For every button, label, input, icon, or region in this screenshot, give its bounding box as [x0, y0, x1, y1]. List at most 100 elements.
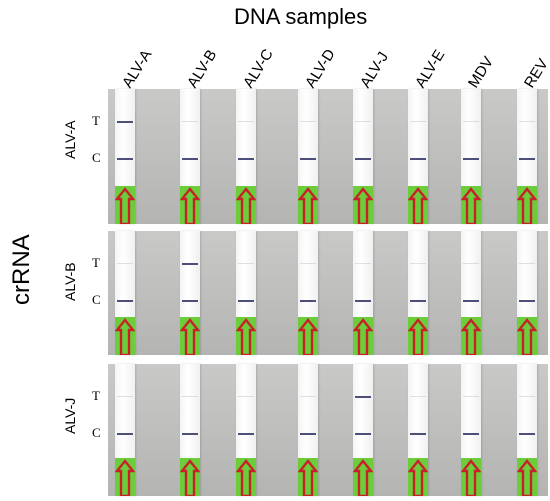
test-band-faint — [519, 263, 535, 264]
test-band-faint — [300, 263, 316, 264]
sample-pad — [353, 458, 373, 496]
test-line-label: T — [92, 113, 100, 128]
panel-alv-b — [108, 231, 548, 355]
arrow-up-icon — [461, 318, 481, 355]
control-band — [519, 158, 535, 160]
test-strip-alv-a — [115, 89, 135, 224]
row-label-alv-j: ALV-J — [62, 397, 78, 434]
column-label-alv-j: ALV-J — [357, 49, 393, 92]
control-band — [410, 300, 426, 302]
sample-pad — [517, 317, 537, 355]
test-band-faint — [410, 396, 426, 397]
arrow-up-icon — [408, 187, 428, 224]
column-label-rev: REV — [521, 55, 550, 92]
control-band — [238, 300, 254, 302]
control-band — [463, 158, 479, 160]
control-band — [463, 433, 479, 435]
sample-pad — [115, 317, 135, 355]
test-strip-alv-b — [180, 231, 200, 355]
test-strip-alv-c — [236, 231, 256, 355]
column-label-alv-e: ALV-E — [412, 46, 449, 92]
arrow-up-icon — [180, 187, 200, 224]
control-band — [117, 158, 133, 160]
test-strip-rev — [517, 364, 537, 496]
test-strip-alv-a — [115, 364, 135, 496]
arrow-up-icon — [298, 187, 318, 224]
control-line-label: C — [92, 425, 101, 440]
test-band-faint — [238, 121, 254, 122]
test-band — [117, 121, 133, 123]
sample-pad — [180, 458, 200, 496]
test-band-faint — [463, 263, 479, 264]
sample-pad — [461, 317, 481, 355]
test-strip-alv-j — [353, 231, 373, 355]
control-band — [117, 433, 133, 435]
arrow-up-icon — [298, 318, 318, 355]
sample-pad — [461, 186, 481, 224]
control-band — [410, 158, 426, 160]
control-band — [519, 433, 535, 435]
sample-pad — [298, 317, 318, 355]
sample-pad — [236, 458, 256, 496]
test-band-faint — [238, 396, 254, 397]
arrow-up-icon — [180, 318, 200, 355]
figure-title: DNA samples — [234, 4, 368, 29]
test-line-label: T — [92, 255, 100, 270]
row-label-alv-a: ALV-A — [62, 120, 78, 159]
test-band-faint — [410, 263, 426, 264]
test-strip-alv-e — [408, 231, 428, 355]
test-strip-alv-d — [298, 231, 318, 355]
control-band — [182, 433, 198, 435]
column-label-alv-a: ALV-A — [119, 46, 156, 92]
panel-alv-a — [108, 89, 548, 224]
arrow-up-icon — [115, 318, 135, 355]
sample-pad — [353, 186, 373, 224]
sample-pad — [353, 317, 373, 355]
test-band-faint — [117, 396, 133, 397]
test-band-faint — [300, 396, 316, 397]
sample-pad — [180, 317, 200, 355]
crrna-axis-label: crRNA — [8, 234, 35, 305]
test-strip-alv-e — [408, 89, 428, 224]
test-band-faint — [519, 121, 535, 122]
control-band — [355, 433, 371, 435]
arrow-up-icon — [408, 318, 428, 355]
arrow-up-icon — [236, 187, 256, 224]
arrow-up-icon — [353, 318, 373, 355]
arrow-up-icon — [408, 459, 428, 496]
test-strip-alv-b — [180, 364, 200, 496]
control-band — [410, 433, 426, 435]
control-band — [300, 158, 316, 160]
test-band-faint — [182, 121, 198, 122]
arrow-up-icon — [461, 187, 481, 224]
test-band-faint — [182, 396, 198, 397]
arrow-up-icon — [236, 318, 256, 355]
sample-pad — [115, 458, 135, 496]
arrow-up-icon — [517, 318, 537, 355]
sample-pad — [115, 186, 135, 224]
control-band — [300, 300, 316, 302]
column-label-mdv: MDV — [465, 53, 498, 92]
test-band-faint — [463, 121, 479, 122]
test-band-faint — [355, 121, 371, 122]
column-label-alv-c: ALV-C — [240, 46, 277, 92]
test-band — [182, 263, 198, 265]
arrow-up-icon — [115, 459, 135, 496]
panel-alv-j — [108, 364, 548, 496]
arrow-up-icon — [353, 459, 373, 496]
sample-pad — [517, 458, 537, 496]
arrow-up-icon — [353, 187, 373, 224]
arrow-up-icon — [115, 187, 135, 224]
test-band-faint — [519, 396, 535, 397]
sample-pad — [408, 317, 428, 355]
sample-pad — [461, 458, 481, 496]
sample-pad — [517, 186, 537, 224]
control-line-label: C — [92, 150, 101, 165]
test-strip-alv-e — [408, 364, 428, 496]
arrow-up-icon — [180, 459, 200, 496]
control-band — [355, 158, 371, 160]
control-band — [117, 300, 133, 302]
control-band — [519, 300, 535, 302]
arrow-up-icon — [298, 459, 318, 496]
sample-pad — [236, 317, 256, 355]
